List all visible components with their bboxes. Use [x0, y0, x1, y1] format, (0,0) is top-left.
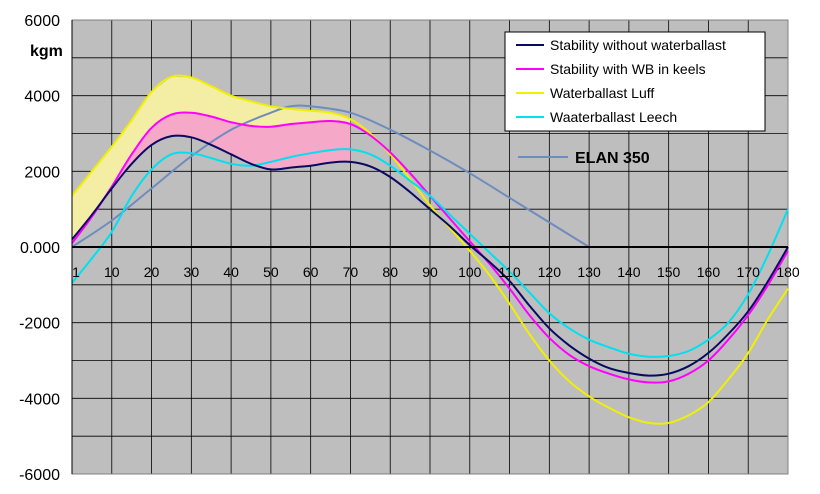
- y-tick-label: 2000: [24, 164, 60, 181]
- series-line-stability-without-waterballast: [71, 134, 789, 377]
- x-tick-label: 120: [538, 264, 562, 280]
- x-tick-label: 130: [577, 264, 601, 280]
- area-fills: [72, 76, 351, 244]
- x-tick-label: 40: [223, 264, 239, 280]
- x-tick-label: 100: [458, 264, 482, 280]
- series-lines: [71, 74, 789, 425]
- x-tick-label: 160: [697, 264, 721, 280]
- legend-entry: Stability with WB in keels: [550, 61, 706, 77]
- legend-entry: Waaterballast Leech: [550, 109, 677, 125]
- x-tick-label: 170: [737, 264, 761, 280]
- elan-label: ELAN 350: [575, 150, 650, 167]
- x-tick-label: 20: [144, 264, 160, 280]
- keel-band-fill: [72, 112, 351, 244]
- x-tick-label: 140: [617, 264, 641, 280]
- series-line-elan-350: [71, 104, 590, 248]
- y-tick-label: 0.000: [20, 240, 60, 257]
- legend-box: [504, 31, 766, 132]
- elan-annotation: ELAN 350: [518, 150, 650, 167]
- x-tick-label: 70: [343, 264, 359, 280]
- x-tick-label: 180: [776, 264, 800, 280]
- legend-entry: Stability without waterballast: [550, 37, 726, 53]
- x-tick-label: 80: [382, 264, 398, 280]
- y-tick-label: 6000: [24, 13, 60, 30]
- y-tick-labels: 6000 4000 2000 0.000 -2000 -4000 -6000: [19, 13, 60, 484]
- x-tick-labels: 1 10 20 30 40 50 60 70 80 90 100 110 120 130 140 150 160…: [72, 264, 800, 280]
- y-tick-label: -2000: [19, 316, 60, 333]
- x-tick-label: 150: [657, 264, 681, 280]
- legend: Stability without waterballast Stability …: [504, 31, 766, 132]
- series-line-waaterballast-leech: [71, 148, 789, 358]
- y-axis-label: kgm: [30, 43, 63, 60]
- x-tick-label: 90: [422, 264, 438, 280]
- y-tick-label: -4000: [19, 391, 60, 408]
- x-tick-label: 60: [303, 264, 319, 280]
- x-tick-label: 10: [104, 264, 120, 280]
- series-line-waterballast-luff: [71, 74, 789, 425]
- legend-entry: Waterballast Luff: [550, 85, 654, 101]
- y-tick-label: -6000: [19, 467, 60, 484]
- y-tick-label: 4000: [24, 89, 60, 106]
- x-tick-label: 30: [184, 264, 200, 280]
- x-tick-label: 50: [263, 264, 279, 280]
- luff-band-fill: [72, 76, 351, 244]
- x-tick-label: 1: [72, 264, 80, 280]
- x-tick-label: 110: [498, 264, 521, 280]
- axes: [71, 20, 788, 474]
